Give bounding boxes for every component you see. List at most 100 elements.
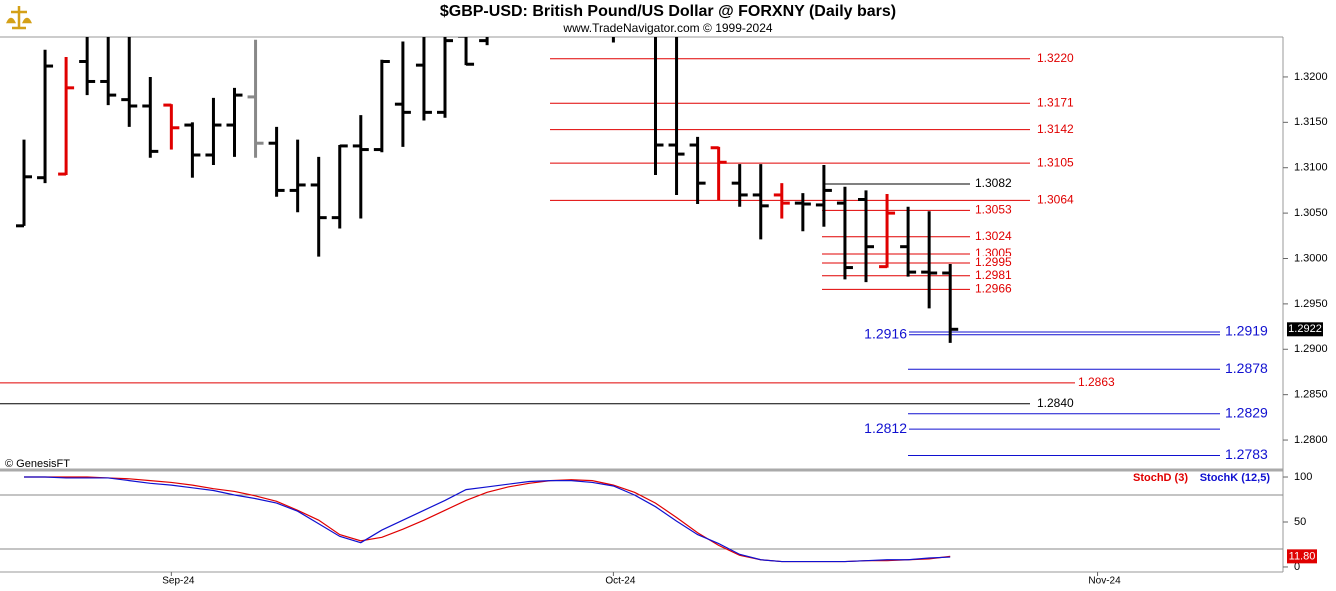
level: 1.2829	[908, 404, 1271, 421]
ohlc-bar	[163, 103, 180, 150]
y-tick-label: 100	[1294, 471, 1312, 483]
legend-entry: StochK (12,5)	[1200, 472, 1271, 484]
level-label-bg	[1035, 193, 1083, 208]
ohlc-bar	[394, 41, 411, 147]
level: 1.3024	[822, 229, 1021, 244]
level-label: 1.3171	[1037, 95, 1074, 109]
level-label-bg	[1035, 122, 1083, 137]
ohlc-bar	[310, 156, 327, 257]
ohlc-bar	[121, 37, 138, 127]
level-label-bg	[1076, 375, 1124, 390]
ohlc-bar	[858, 190, 874, 283]
y-tick-label: 1.2950	[1294, 298, 1328, 310]
level: 1.3142	[550, 122, 1083, 137]
level-label-bg	[1035, 51, 1083, 66]
price-panel: 1.3220 1.3171 1.3142 1.3105 1.3064 1.3082 1.30…	[0, 37, 1271, 463]
ohlc-bar	[921, 211, 938, 309]
last-price-label: 1.2922	[1288, 323, 1322, 335]
y-tick-label: 50	[1294, 516, 1306, 528]
last-value-label: 11.80	[1289, 550, 1316, 562]
level-label-bg	[973, 268, 1021, 283]
ohlc-bar	[79, 37, 96, 96]
ohlc-bar	[710, 146, 727, 201]
level-label: 1.3082	[975, 176, 1012, 190]
ohlc-bar	[654, 37, 664, 175]
level-label-bg	[973, 282, 1021, 297]
level: 1.2919	[908, 323, 1271, 340]
y-tick-label: 1.3200	[1294, 71, 1328, 83]
ohlc-bar	[752, 164, 769, 240]
ohlc-bar	[942, 263, 959, 343]
ohlc-bar	[142, 76, 159, 158]
level-label: 1.2995	[975, 255, 1012, 269]
level: 1.2995	[822, 255, 1021, 271]
ohlc-bar	[415, 37, 432, 121]
y-tick-label: 1.2800	[1294, 434, 1328, 446]
chart-title: $GBP-USD: British Pound/US Dollar @ FORX…	[440, 3, 896, 20]
ohlc-bar	[836, 186, 853, 280]
ohlc-bar	[373, 59, 390, 153]
ohlc-bar	[58, 56, 75, 176]
y-tick-label: 1.3000	[1294, 252, 1328, 264]
watermark: © GenesisFT	[5, 458, 70, 470]
level-label-bg	[1035, 156, 1083, 171]
level: 1.3082	[825, 176, 1021, 192]
level-label-bg	[973, 229, 1021, 244]
level: 1.3171	[550, 95, 1083, 111]
ohlc-bar	[458, 37, 475, 66]
level-label: 1.2840	[1037, 396, 1074, 410]
ohlc-bar	[879, 194, 896, 269]
level: 1.2812	[861, 420, 1220, 437]
level: 1.3105	[550, 155, 1083, 171]
level-label: 1.3220	[1037, 51, 1074, 65]
ohlc-bar	[205, 97, 222, 165]
y-tick-label: 1.3150	[1294, 116, 1328, 128]
ohlc-bar	[479, 37, 489, 46]
level: 1.3053	[822, 203, 1021, 218]
ohlc-bar	[247, 39, 264, 158]
level: 1.3064	[550, 193, 1083, 208]
ohlc-bar	[331, 144, 348, 229]
level-label: 1.2966	[975, 282, 1012, 296]
level-label: 1.3142	[1037, 122, 1074, 136]
ohlc-bar	[815, 164, 832, 227]
y-tick-label: 1.3100	[1294, 162, 1328, 174]
stoch-panel	[24, 476, 951, 563]
level-label-bg	[973, 256, 1021, 271]
y-tick-label: 1.2900	[1294, 343, 1328, 355]
x-tick-label: Oct-24	[605, 576, 635, 587]
ohlc-bar	[184, 122, 201, 178]
level-label: 1.2829	[1225, 404, 1268, 420]
level-label: 1.2981	[975, 268, 1012, 282]
level: 1.2966	[822, 282, 1021, 297]
ohlc-bar	[268, 126, 285, 197]
ohlc-bar	[689, 136, 706, 205]
y-tick-label: 1.3050	[1294, 207, 1328, 219]
level: 1.3220	[550, 51, 1083, 66]
level-label-bg	[973, 203, 1021, 218]
level-label-bg	[861, 422, 909, 437]
level-label: 1.3105	[1037, 155, 1074, 169]
level-label: 1.2878	[1225, 360, 1268, 376]
level-label: 1.3053	[975, 203, 1012, 217]
level-label-bg	[1035, 96, 1083, 111]
level-label: 1.2783	[1225, 446, 1268, 462]
ohlc-bar	[794, 193, 811, 232]
ohlc-bar	[731, 164, 748, 207]
x-tick-label: Nov-24	[1088, 576, 1121, 587]
ohlc-bar	[226, 87, 243, 157]
ohlc-bar	[37, 49, 54, 184]
chart-subtitle: www.TradeNavigator.com © 1999-2024	[562, 21, 772, 35]
level-label-bg	[1035, 396, 1083, 411]
level-label: 1.2919	[1225, 323, 1268, 339]
level-label-bg	[861, 327, 909, 342]
stoch-line	[24, 476, 951, 563]
level-label-bg	[1223, 362, 1271, 377]
level-label-bg	[1223, 406, 1271, 421]
ohlc-bar	[668, 37, 685, 195]
level-label: 1.2863	[1078, 375, 1115, 389]
level: 1.2783	[908, 446, 1271, 463]
level-label: 1.2812	[864, 420, 907, 436]
level-label: 1.3064	[1037, 193, 1074, 207]
